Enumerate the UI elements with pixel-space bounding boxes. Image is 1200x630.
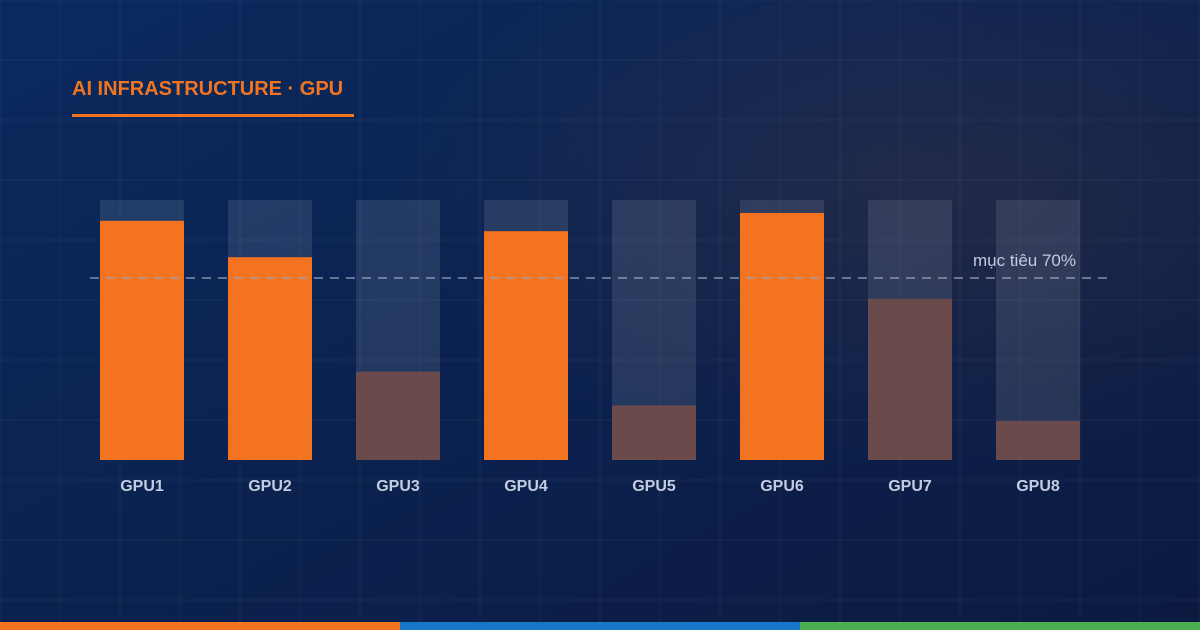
bar-gpu3 [356,371,440,460]
target-label: mục tiêu 70% [973,251,1076,270]
tick-label: GPU5 [632,478,676,495]
footer-segment [0,622,400,630]
footer-segment [400,622,800,630]
tick-label: GPU3 [376,478,420,495]
bar-gpu8 [996,421,1080,460]
bar-gpu6 [740,213,824,460]
footer-color-bar [0,622,1200,630]
bars-group [100,200,1080,460]
footer-segment [800,622,1200,630]
tick-label: GPU6 [760,478,804,495]
tick-labels-group: GPU1 GPU2 GPU3 GPU4 GPU5 GPU6 GPU7 GPU8 [120,478,1060,495]
title-underline [72,114,354,117]
bar-gpu7 [868,298,952,460]
tick-label: GPU7 [888,478,932,495]
bar-gpu1 [100,220,184,460]
bar-gpu5 [612,405,696,460]
bar-gpu2 [228,257,312,460]
bar-gpu4 [484,231,568,460]
tick-label: GPU4 [504,478,548,495]
tick-label: GPU1 [120,478,164,495]
tick-label: GPU2 [248,478,292,495]
tick-label: GPU8 [1016,478,1060,495]
bar-track [996,200,1080,460]
chart-title: AI INFRASTRUCTURE · GPU [72,78,343,100]
